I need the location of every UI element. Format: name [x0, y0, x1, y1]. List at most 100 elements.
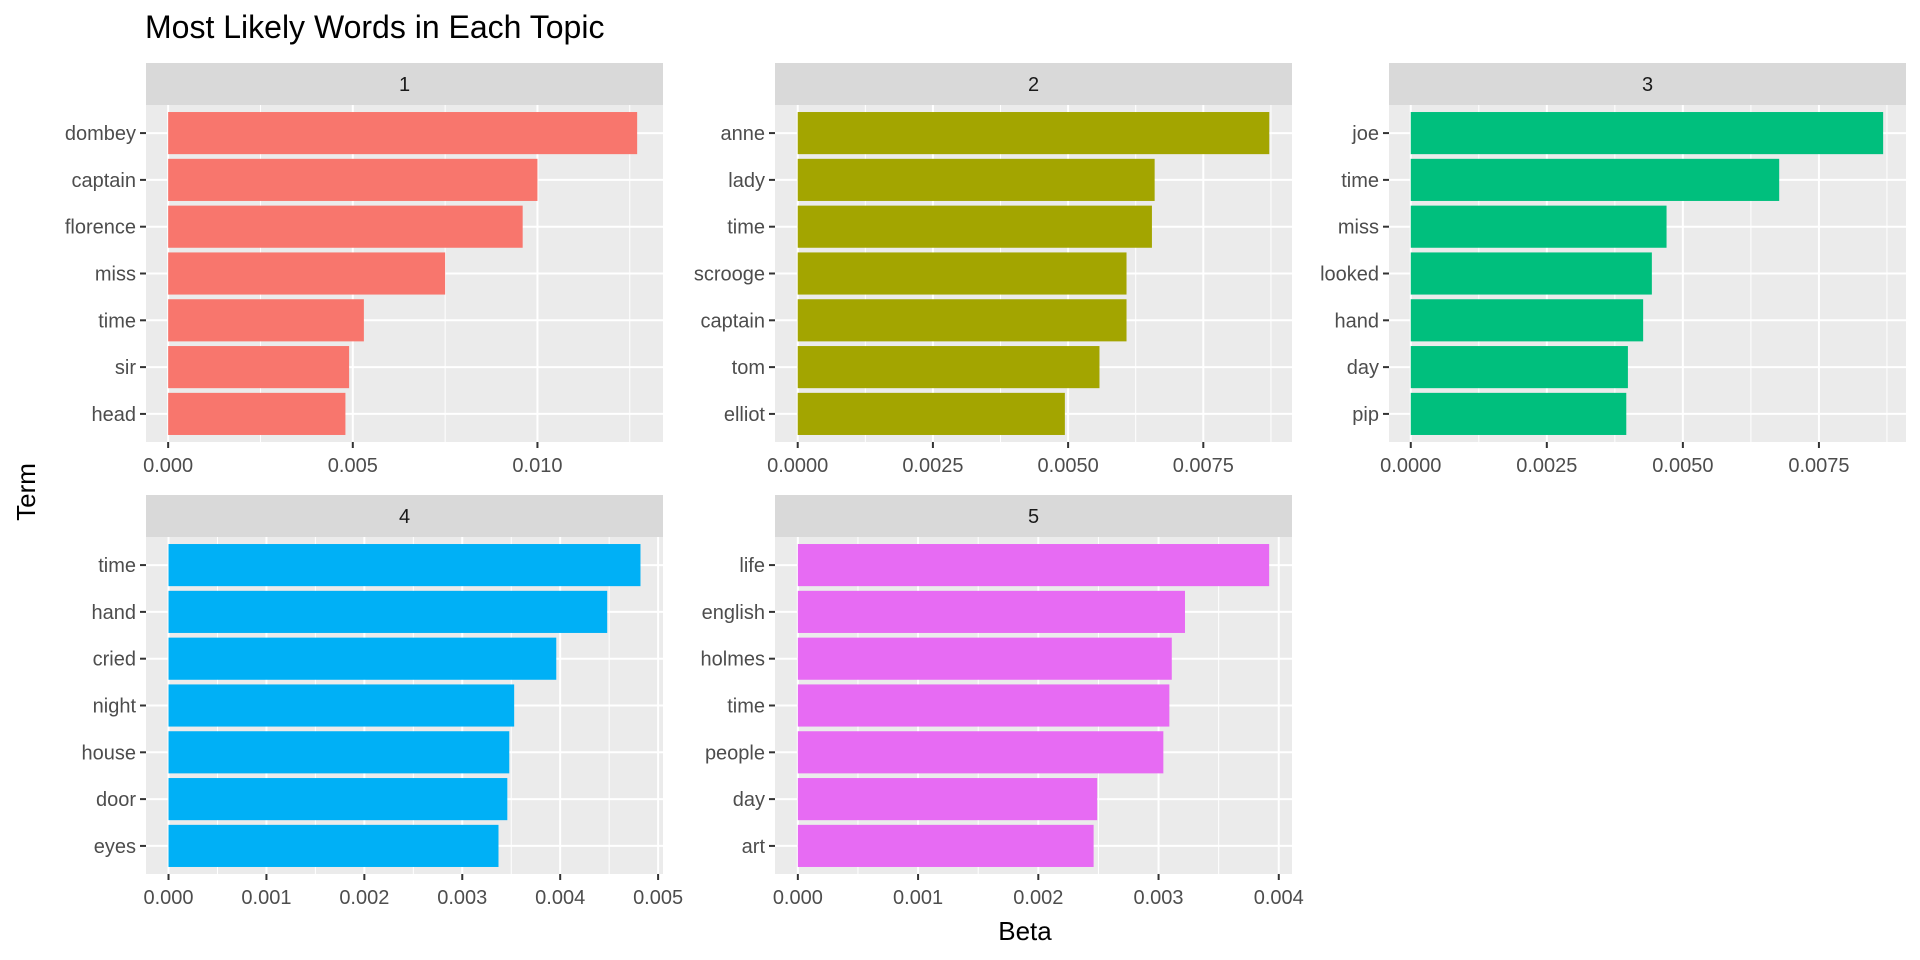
facet-strip	[146, 495, 663, 537]
bar-life	[797, 544, 1270, 587]
bar-elliot	[797, 392, 1065, 435]
bar-dombey	[168, 112, 638, 155]
x-tick-label: 0.004	[535, 887, 585, 909]
bar-day	[1410, 346, 1628, 389]
bar-time	[168, 544, 641, 587]
bar-head	[168, 392, 346, 435]
y-tick-label: captain	[72, 170, 137, 192]
y-tick-label: english	[702, 602, 765, 624]
y-tick-label: joe	[1351, 123, 1379, 145]
facet-strip-label: 5	[1028, 506, 1039, 528]
bar-captain	[797, 299, 1127, 342]
y-tick-label: day	[733, 789, 765, 811]
bar-door	[168, 778, 508, 821]
y-tick-label: elliot	[724, 404, 766, 426]
bar-cried	[168, 637, 557, 680]
x-tick-label: 0.003	[437, 887, 487, 909]
y-tick-label: holmes	[701, 649, 765, 671]
facet-strip	[775, 495, 1292, 537]
y-tick-label: time	[98, 310, 136, 332]
y-tick-label: time	[98, 555, 136, 577]
y-tick-label: hand	[1335, 310, 1380, 332]
y-tick-label: eyes	[94, 836, 136, 858]
y-tick-label: house	[82, 742, 137, 764]
x-tick-label: 0.005	[633, 887, 683, 909]
bar-tom	[797, 346, 1100, 389]
y-tick-label: tom	[732, 357, 765, 379]
facet-panel-5: 5 life english holmes time people day art 0.000 0…	[701, 495, 1304, 909]
x-tick-label: 0.001	[241, 887, 291, 909]
x-tick-label: 0.0050	[1652, 455, 1713, 477]
facet-strip-label: 2	[1028, 74, 1039, 96]
bar-hand	[1410, 299, 1644, 342]
y-tick-label: time	[1341, 170, 1379, 192]
y-tick-label: head	[92, 404, 137, 426]
facet-strip-label: 4	[399, 506, 410, 528]
facet-strip	[1389, 63, 1906, 105]
y-tick-label: anne	[721, 123, 766, 145]
x-tick-label: 0.0075	[1173, 455, 1234, 477]
x-tick-label: 0.0000	[1380, 455, 1441, 477]
y-tick-label: life	[739, 555, 765, 577]
bar-looked	[1410, 252, 1652, 295]
x-tick-label: 0.000	[143, 887, 193, 909]
y-tick-label: cried	[93, 649, 136, 671]
y-tick-label: people	[705, 742, 765, 764]
x-tick-label: 0.002	[339, 887, 389, 909]
x-tick-label: 0.003	[1134, 887, 1184, 909]
facet-strip-label: 3	[1642, 74, 1653, 96]
facet-strip-label: 1	[399, 74, 410, 96]
bar-night	[168, 684, 515, 727]
bar-time	[797, 684, 1170, 727]
bar-pip	[1410, 392, 1627, 435]
y-tick-label: day	[1347, 357, 1379, 379]
bar-lady	[797, 158, 1155, 201]
bar-miss	[168, 252, 446, 295]
y-tick-label: time	[727, 696, 765, 718]
x-tick-label: 0.000	[143, 455, 193, 477]
y-tick-label: night	[93, 696, 137, 718]
y-tick-label: pip	[1352, 404, 1379, 426]
facet-strip	[775, 63, 1292, 105]
x-tick-label: 0.001	[893, 887, 943, 909]
y-tick-label: art	[742, 836, 766, 858]
x-tick-label: 0.004	[1254, 887, 1304, 909]
bar-day	[797, 778, 1098, 821]
bar-art	[797, 824, 1094, 867]
bar-miss	[1410, 205, 1667, 248]
bar-sir	[168, 346, 350, 389]
bar-english	[797, 590, 1185, 633]
y-tick-label: captain	[701, 310, 766, 332]
bar-hand	[168, 590, 608, 633]
facet-panel-1: 1 dombey captain florence miss time sir head 0.0…	[65, 63, 663, 477]
y-tick-label: door	[96, 789, 136, 811]
bar-time	[797, 205, 1152, 248]
y-tick-label: miss	[95, 264, 136, 286]
x-tick-label: 0.0050	[1038, 455, 1099, 477]
bar-florence	[168, 205, 523, 248]
bar-joe	[1410, 112, 1884, 155]
x-tick-label: 0.000	[773, 887, 823, 909]
x-tick-label: 0.005	[328, 455, 378, 477]
y-axis-title: Term	[11, 463, 41, 521]
y-tick-label: miss	[1338, 217, 1379, 239]
x-tick-label: 0.0000	[767, 455, 828, 477]
y-tick-label: looked	[1320, 264, 1379, 286]
facet-panel-3: 3 joe time miss looked hand day pip 0.0000 0.0025…	[1320, 63, 1906, 477]
facet-panels: 1 dombey captain florence miss time sir head 0.0…	[65, 63, 1906, 909]
y-tick-label: florence	[65, 217, 136, 239]
bar-house	[168, 731, 510, 774]
bar-eyes	[168, 824, 499, 867]
y-tick-label: sir	[115, 357, 136, 379]
bar-captain	[168, 158, 538, 201]
bar-anne	[797, 112, 1270, 155]
x-tick-label: 0.0075	[1788, 455, 1849, 477]
facet-strip	[146, 63, 663, 105]
bar-time	[168, 299, 364, 342]
facet-panel-4: 4 time hand cried night house door eyes 0.000 0.0…	[82, 495, 683, 909]
y-tick-label: lady	[728, 170, 765, 192]
x-tick-label: 0.010	[512, 455, 562, 477]
facet-panel-2: 2 anne lady time scrooge captain tom elliot 0.00…	[694, 63, 1292, 477]
y-tick-label: hand	[92, 602, 137, 624]
